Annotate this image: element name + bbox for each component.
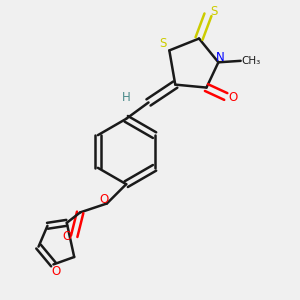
Text: O: O [52, 266, 61, 278]
Text: N: N [215, 51, 224, 64]
Text: O: O [99, 193, 109, 206]
Text: H: H [122, 91, 130, 103]
Text: O: O [229, 92, 238, 104]
Text: CH₃: CH₃ [242, 56, 261, 66]
Text: S: S [210, 5, 218, 18]
Text: S: S [160, 37, 167, 50]
Text: O: O [62, 230, 71, 243]
